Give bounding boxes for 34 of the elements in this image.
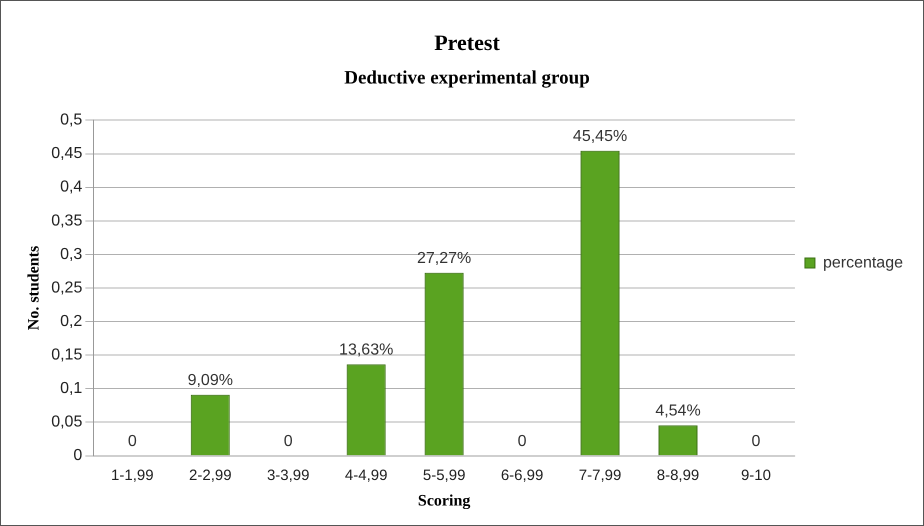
data-label: 4,54% (655, 402, 701, 420)
chart-title: Pretest (434, 30, 500, 55)
x-tick-label: 8-8,99 (656, 466, 700, 484)
y-tick-label: 0,35 (51, 212, 82, 230)
data-label: 0 (518, 433, 527, 450)
x-tick-label: 3-3,99 (266, 466, 310, 484)
data-label: 0 (752, 433, 761, 450)
chart-subtitle: Deductive experimental group (344, 68, 590, 89)
y-tick-label: 0,3 (60, 246, 82, 263)
x-tick-label: 5-5,99 (422, 466, 466, 484)
data-label: 45,45% (572, 128, 628, 146)
data-label: 9,09% (188, 372, 233, 390)
y-tick-label: 0,1 (60, 380, 82, 398)
y-tick-label: 0,2 (60, 312, 82, 330)
x-tick-label: 7-7,99 (578, 466, 622, 484)
data-label: 13,63% (339, 342, 394, 359)
y-tick-label: 0,4 (60, 178, 82, 196)
x-tick-label: 1-1,99 (111, 466, 154, 484)
data-label: 0 (128, 433, 137, 450)
y-tick-label: 0 (73, 447, 82, 464)
data-label: 27,27% (417, 250, 472, 268)
x-tick-label: 9-10 (740, 466, 771, 484)
y-tick-label: 0,05 (51, 414, 82, 431)
y-tick-label: 0,25 (51, 279, 82, 296)
legend-label: percentage (822, 254, 904, 272)
x-tick-label: 6-6,99 (500, 466, 544, 484)
y-tick-label: 0,45 (51, 145, 82, 162)
x-tick-label: 2-2,99 (189, 466, 232, 484)
y-tick-label: 0,5 (60, 112, 82, 129)
data-label: 0 (284, 433, 293, 450)
y-tick-label: 0,15 (51, 346, 82, 364)
y-axis-title: No. students (26, 246, 43, 330)
x-axis-title: Scoring (418, 492, 470, 510)
x-tick-label: 4-4,99 (344, 466, 388, 484)
